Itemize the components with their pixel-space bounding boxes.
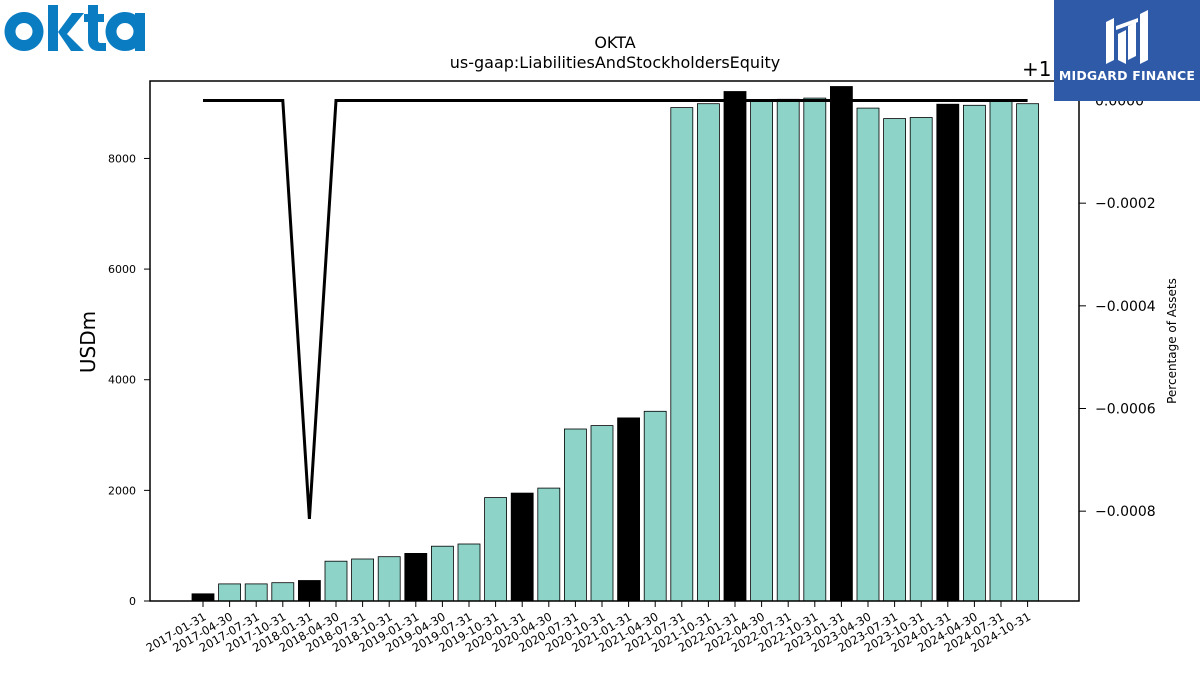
- bar: [324, 560, 348, 602]
- bar: [909, 117, 933, 602]
- bar: [351, 558, 375, 602]
- y-tick-label: 8000: [108, 152, 136, 165]
- y2-tick-label: −0.0008: [1095, 504, 1156, 520]
- series-line: [203, 99, 1028, 519]
- bar: [537, 487, 561, 602]
- okta-wordmark: [4, 5, 145, 51]
- bar: [510, 492, 534, 602]
- bar: [989, 100, 1013, 602]
- y-axis-right: 0.0000−0.0002−0.0004−0.0006−0.0008: [1079, 94, 1156, 520]
- y-axis-left: 0 2000 4000 6000 8000: [108, 152, 150, 608]
- bar: [883, 118, 906, 602]
- bar: [830, 86, 853, 602]
- y-tick-label: 6000: [108, 263, 136, 276]
- y-tick-label: 0: [129, 595, 136, 608]
- y-tick-label: 4000: [108, 374, 136, 387]
- midgard-logo-icon: [1106, 10, 1148, 64]
- bar: [936, 103, 960, 602]
- bar: [271, 582, 295, 602]
- y2-tick-label: −0.0004: [1095, 299, 1156, 315]
- y2-offset-label: +1: [1022, 57, 1051, 81]
- chart-subtitle: us-gaap:LiabilitiesAndStockholdersEquity: [450, 53, 781, 72]
- bar: [1016, 103, 1039, 602]
- x-axis: 2017-01-312017-04-302017-07-312017-10-31…: [144, 601, 1033, 655]
- midgard-finance-badge: MIDGARD FINANCE: [1054, 0, 1200, 101]
- bar: [404, 553, 428, 602]
- bar: [803, 97, 827, 602]
- bar: [697, 103, 720, 602]
- y2-tick-label: −0.0006: [1095, 402, 1156, 418]
- line-series: [203, 99, 1028, 519]
- bar: [643, 410, 667, 602]
- bar: [963, 104, 986, 602]
- bar: [484, 497, 508, 602]
- bar: [377, 556, 401, 602]
- y2-tick-label: −0.0002: [1095, 196, 1156, 212]
- bar: [750, 101, 773, 602]
- y2-axis-label: Percentage of Assets: [1165, 278, 1179, 404]
- plot-frame: [149, 80, 1080, 602]
- bar: [776, 98, 800, 602]
- midgard-finance-label: MIDGARD FINANCE: [1058, 68, 1196, 83]
- bar: [430, 545, 454, 602]
- bar: [191, 593, 215, 602]
- bar-series: [191, 86, 1039, 602]
- bar: [723, 91, 747, 602]
- okta-logo: [4, 5, 145, 51]
- chart-title: OKTA: [594, 33, 635, 52]
- bar: [297, 580, 321, 602]
- bar: [856, 107, 880, 602]
- bar: [457, 543, 481, 602]
- bar: [617, 417, 640, 602]
- bar: [564, 428, 587, 602]
- bar: [590, 425, 614, 602]
- bar: [244, 583, 268, 602]
- bar: [218, 583, 242, 602]
- bar: [670, 107, 694, 602]
- y-axis-label: USDm: [76, 311, 100, 373]
- y-tick-label: 2000: [108, 484, 136, 497]
